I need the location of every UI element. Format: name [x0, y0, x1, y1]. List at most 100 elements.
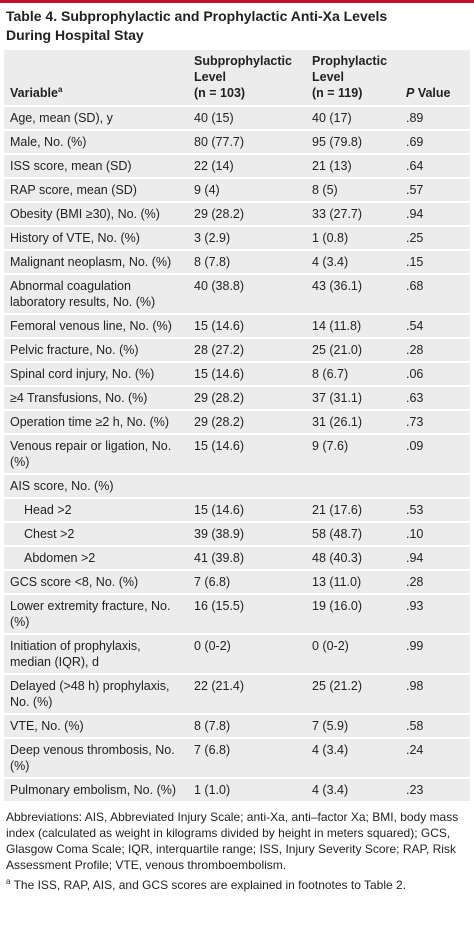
row-label: VTE, No. (%): [4, 714, 188, 739]
subprophylactic-value: 15 (14.6): [188, 434, 306, 475]
data-table: Variablea Subprophylactic Level (n = 103…: [4, 50, 470, 803]
prophylactic-value: 8 (6.7): [306, 362, 400, 387]
table-row: History of VTE, No. (%) 3 (2.9) 1 (0.8) .25: [4, 226, 470, 251]
p-value: .57: [400, 178, 470, 203]
row-label: ISS score, mean (SD): [4, 154, 188, 179]
row-label: Abnormal coagulation laboratory results,…: [4, 274, 188, 315]
p-value: .53: [400, 498, 470, 523]
footnote: a The ISS, RAP, AIS, and GCS scores are …: [6, 877, 468, 893]
subprophylactic-value: 8 (7.8): [188, 714, 306, 739]
subprophylactic-value: 16 (15.5): [188, 594, 306, 635]
prophylactic-value: 37 (31.1): [306, 386, 400, 411]
prophylactic-value: 13 (11.0): [306, 570, 400, 595]
title-rule: [0, 0, 474, 3]
subprophylactic-value: 0 (0-2): [188, 634, 306, 675]
header-text: Subprophylactic: [194, 54, 292, 68]
table-row: RAP score, mean (SD) 9 (4) 8 (5) .57: [4, 178, 470, 203]
table-row: Operation time ≥2 h, No. (%) 29 (28.2) 31 …: [4, 410, 470, 435]
subprophylactic-value: 8 (7.8): [188, 250, 306, 275]
row-label: Age, mean (SD), y: [4, 106, 188, 131]
header-text: Level: [312, 70, 344, 84]
prophylactic-value: 95 (79.8): [306, 130, 400, 155]
p-value: .94: [400, 546, 470, 571]
prophylactic-value: 48 (40.3): [306, 546, 400, 571]
prophylactic-value: 43 (36.1): [306, 274, 400, 315]
row-label: Obesity (BMI ≥30), No. (%): [4, 202, 188, 227]
table-row: Abnormal coagulation laboratory results,…: [4, 274, 470, 315]
title-line: During Hospital Stay: [6, 27, 144, 43]
subprophylactic-value: 1 (1.0): [188, 778, 306, 803]
table-row: Spinal cord injury, No. (%) 15 (14.6) 8 (6…: [4, 362, 470, 387]
table-row: Venous repair or ligation, No. (%) 15 (14…: [4, 434, 470, 475]
prophylactic-value: 33 (27.7): [306, 202, 400, 227]
table-row: Femoral venous line, No. (%) 15 (14.6) 14 …: [4, 314, 470, 339]
p-value: .64: [400, 154, 470, 179]
row-label: Chest >2: [4, 522, 188, 547]
footnotes: Abbreviations: AIS, Abbreviated Injury S…: [0, 803, 474, 893]
row-label: Venous repair or ligation, No. (%): [4, 434, 188, 475]
table-row: Delayed (>48 h) prophylaxis, No. (%) 22 (…: [4, 674, 470, 715]
row-label: History of VTE, No. (%): [4, 226, 188, 251]
header-cell: Variablea: [4, 50, 188, 107]
subprophylactic-value: 80 (77.7): [188, 130, 306, 155]
table-row: Abdomen >2 41 (39.8) 48 (40.3) .94: [4, 546, 470, 571]
table-row: Obesity (BMI ≥30), No. (%) 29 (28.2) 33 (2…: [4, 202, 470, 227]
prophylactic-value: 25 (21.2): [306, 674, 400, 715]
p-value: .28: [400, 570, 470, 595]
row-label: Delayed (>48 h) prophylaxis, No. (%): [4, 674, 188, 715]
row-label: GCS score <8, No. (%): [4, 570, 188, 595]
row-label: Abdomen >2: [4, 546, 188, 571]
p-value: .54: [400, 314, 470, 339]
p-value: .63: [400, 386, 470, 411]
p-value: .99: [400, 634, 470, 675]
subprophylactic-value: 28 (27.2): [188, 338, 306, 363]
header-cell: Prophylactic Level (n = 119): [306, 50, 400, 107]
row-label: ≥4 Transfusions, No. (%): [4, 386, 188, 411]
row-label: Pulmonary embolism, No. (%): [4, 778, 188, 803]
subprophylactic-value: 40 (15): [188, 106, 306, 131]
row-label: Initiation of prophylaxis, median (IQR),…: [4, 634, 188, 675]
prophylactic-value: 58 (48.7): [306, 522, 400, 547]
table-row: Lower extremity fracture, No. (%) 16 (15.…: [4, 594, 470, 635]
row-label: Lower extremity fracture, No. (%): [4, 594, 188, 635]
footnote-marker: a: [6, 877, 11, 886]
row-label: Spinal cord injury, No. (%): [4, 362, 188, 387]
row-label: Malignant neoplasm, No. (%): [4, 250, 188, 275]
p-value: .23: [400, 778, 470, 803]
p-value: .10: [400, 522, 470, 547]
p-value: .15: [400, 250, 470, 275]
header-text: Level: [194, 70, 226, 84]
table-row: GCS score <8, No. (%) 7 (6.8) 13 (11.0) .28: [4, 570, 470, 595]
subprophylactic-value: 41 (39.8): [188, 546, 306, 571]
subprophylactic-value: 29 (28.2): [188, 202, 306, 227]
row-label: Operation time ≥2 h, No. (%): [4, 410, 188, 435]
p-value: .98: [400, 674, 470, 715]
empty-cell: [188, 474, 306, 499]
subprophylactic-value: 22 (21.4): [188, 674, 306, 715]
row-label: Head >2: [4, 498, 188, 523]
subprophylactic-value: 7 (6.8): [188, 570, 306, 595]
prophylactic-value: 19 (16.0): [306, 594, 400, 635]
header-text: P: [406, 86, 415, 100]
p-value: .73: [400, 410, 470, 435]
prophylactic-value: 0 (0-2): [306, 634, 400, 675]
row-label: Male, No. (%): [4, 130, 188, 155]
prophylactic-value: 31 (26.1): [306, 410, 400, 435]
prophylactic-value: 4 (3.4): [306, 778, 400, 803]
p-value: .28: [400, 338, 470, 363]
table-row: VTE, No. (%) 8 (7.8) 7 (5.9) .58: [4, 714, 470, 739]
subprophylactic-value: 9 (4): [188, 178, 306, 203]
table-row: Head >2 15 (14.6) 21 (17.6) .53: [4, 498, 470, 523]
empty-cell: [306, 474, 400, 499]
table-row: Age, mean (SD), y 40 (15) 40 (17) .89: [4, 106, 470, 131]
p-value: .09: [400, 434, 470, 475]
header-text: (n = 103): [194, 86, 246, 100]
row-label: Deep venous thrombosis, No. (%): [4, 738, 188, 779]
title-line: Table 4. Subprophylactic and Prophylacti…: [6, 8, 388, 24]
prophylactic-value: 14 (11.8): [306, 314, 400, 339]
abbreviations: Abbreviations: AIS, Abbreviated Injury S…: [6, 810, 459, 872]
p-value: .93: [400, 594, 470, 635]
header-text: Prophylactic: [312, 54, 388, 68]
prophylactic-value: 7 (5.9): [306, 714, 400, 739]
